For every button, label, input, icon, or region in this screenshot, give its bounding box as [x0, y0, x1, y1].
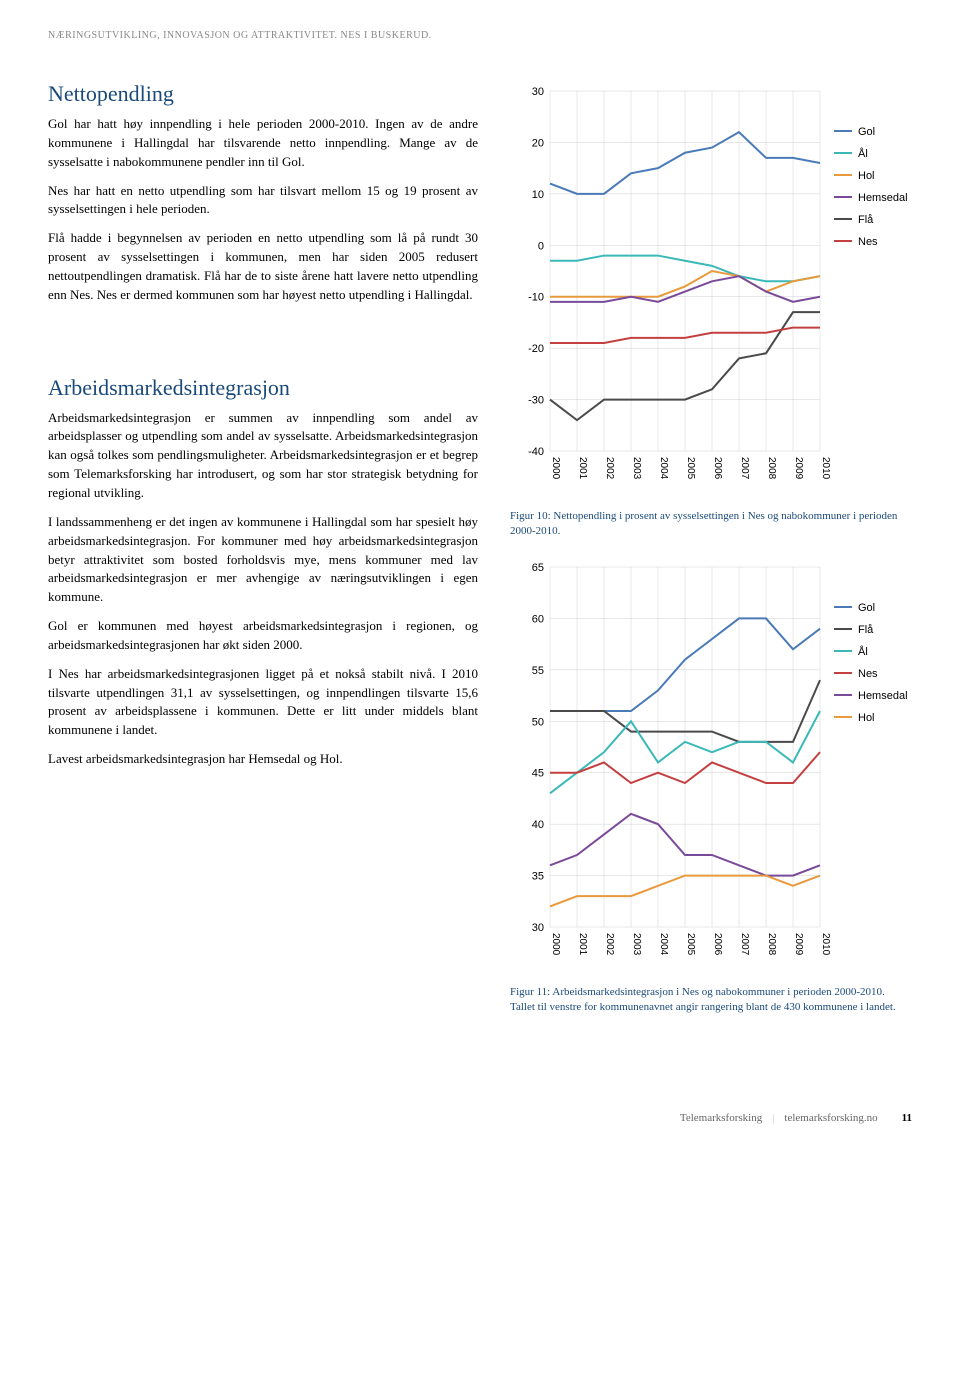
- svg-text:2007: 2007: [739, 457, 750, 480]
- page-number: 11: [902, 1112, 912, 1124]
- chart1-caption: Figur 10: Nettopendling i prosent av sys…: [510, 509, 912, 539]
- svg-text:2009: 2009: [793, 457, 804, 480]
- section1-title: Nettopendling: [48, 81, 478, 107]
- svg-text:-10: -10: [528, 292, 544, 304]
- section2-p5: Lavest arbeidsmarkedsintegrasjon har Hem…: [48, 750, 478, 769]
- section1-p2: Nes har hatt en netto utpendling som har…: [48, 182, 478, 220]
- svg-text:2005: 2005: [685, 933, 696, 956]
- svg-text:2008: 2008: [766, 933, 777, 956]
- svg-text:30: 30: [532, 922, 544, 934]
- svg-text:2005: 2005: [685, 457, 696, 480]
- svg-text:2008: 2008: [766, 457, 777, 480]
- svg-text:-40: -40: [528, 446, 544, 458]
- svg-text:40: 40: [532, 819, 544, 831]
- footer-url: telemarksforsking.no: [784, 1112, 877, 1124]
- right-column: -40 -30 -20 -10 0 10 20 30 2000 2001 2002 2003 2004 2…: [510, 81, 912, 1032]
- chart2: 30 35 40 45 50 55 60 65 2000 2001 2002 2003 2004 2005…: [510, 557, 910, 977]
- svg-text:10: 10: [532, 189, 544, 201]
- svg-text:2001: 2001: [577, 933, 588, 956]
- chart2-container: 30 35 40 45 50 55 60 65 2000 2001 2002 2003 2004 2005…: [510, 557, 912, 977]
- section2-p1: Arbeidsmarkedsintegrasjon er summen av i…: [48, 409, 478, 503]
- svg-text:Flå: Flå: [858, 624, 874, 636]
- svg-text:2001: 2001: [577, 457, 588, 480]
- section2-p4: I Nes har arbeidsmarkedsintegrasjonen li…: [48, 665, 478, 740]
- chart1: -40 -30 -20 -10 0 10 20 30 2000 2001 2002 2003 2004 2…: [510, 81, 910, 501]
- svg-text:50: 50: [532, 716, 544, 728]
- section2-p3: Gol er kommunen med høyest arbeidsmarked…: [48, 617, 478, 655]
- svg-text:65: 65: [532, 562, 544, 574]
- svg-text:Hemsedal: Hemsedal: [858, 192, 908, 204]
- svg-text:2004: 2004: [658, 457, 669, 480]
- svg-text:2002: 2002: [604, 933, 615, 956]
- svg-text:2006: 2006: [712, 457, 723, 480]
- svg-text:2004: 2004: [658, 933, 669, 956]
- svg-text:20: 20: [532, 137, 544, 149]
- section1-p1: Gol har hatt høy innpendling i hele peri…: [48, 115, 478, 172]
- svg-text:Hol: Hol: [858, 170, 875, 182]
- chart1-container: -40 -30 -20 -10 0 10 20 30 2000 2001 2002 2003 2004 2…: [510, 81, 912, 501]
- section1-p3: Flå hadde i begynnelsen av perioden en n…: [48, 229, 478, 304]
- svg-text:2009: 2009: [793, 933, 804, 956]
- svg-text:Nes: Nes: [858, 236, 878, 248]
- svg-text:30: 30: [532, 86, 544, 98]
- svg-text:2010: 2010: [820, 457, 831, 480]
- svg-text:Hemsedal: Hemsedal: [858, 690, 908, 702]
- section2-title: Arbeidsmarkedsintegrasjon: [48, 375, 478, 401]
- svg-text:2000: 2000: [550, 933, 561, 956]
- svg-text:Hol: Hol: [858, 712, 875, 724]
- svg-text:55: 55: [532, 665, 544, 677]
- svg-text:2010: 2010: [820, 933, 831, 956]
- svg-text:Ål: Ål: [858, 645, 868, 658]
- page-footer: Telemarksforsking | telemarksforsking.no…: [48, 1112, 912, 1124]
- section2-p2: I landssammenheng er det ingen av kommun…: [48, 513, 478, 607]
- svg-text:2007: 2007: [739, 933, 750, 956]
- svg-text:-20: -20: [528, 343, 544, 355]
- page-header: NÆRINGSUTVIKLING, INNOVASJON OG ATTRAKTI…: [48, 30, 912, 41]
- svg-text:-30: -30: [528, 395, 544, 407]
- svg-text:45: 45: [532, 767, 544, 779]
- chart2-caption: Figur 11: Arbeidsmarkedsintegrasjon i Ne…: [510, 985, 912, 1015]
- svg-text:2000: 2000: [550, 457, 561, 480]
- svg-text:Flå: Flå: [858, 214, 874, 226]
- svg-text:2002: 2002: [604, 457, 615, 480]
- svg-text:Nes: Nes: [858, 668, 878, 680]
- svg-text:60: 60: [532, 613, 544, 625]
- svg-text:0: 0: [538, 240, 544, 252]
- svg-text:35: 35: [532, 870, 544, 882]
- content-columns: Nettopendling Gol har hatt høy innpendli…: [48, 81, 912, 1032]
- svg-text:Gol: Gol: [858, 602, 875, 614]
- svg-text:2003: 2003: [631, 457, 642, 480]
- svg-text:2003: 2003: [631, 933, 642, 956]
- left-column: Nettopendling Gol har hatt høy innpendli…: [48, 81, 478, 1032]
- footer-org: Telemarksforsking: [680, 1112, 762, 1124]
- svg-text:2006: 2006: [712, 933, 723, 956]
- svg-text:Gol: Gol: [858, 126, 875, 138]
- svg-text:Ål: Ål: [858, 147, 868, 160]
